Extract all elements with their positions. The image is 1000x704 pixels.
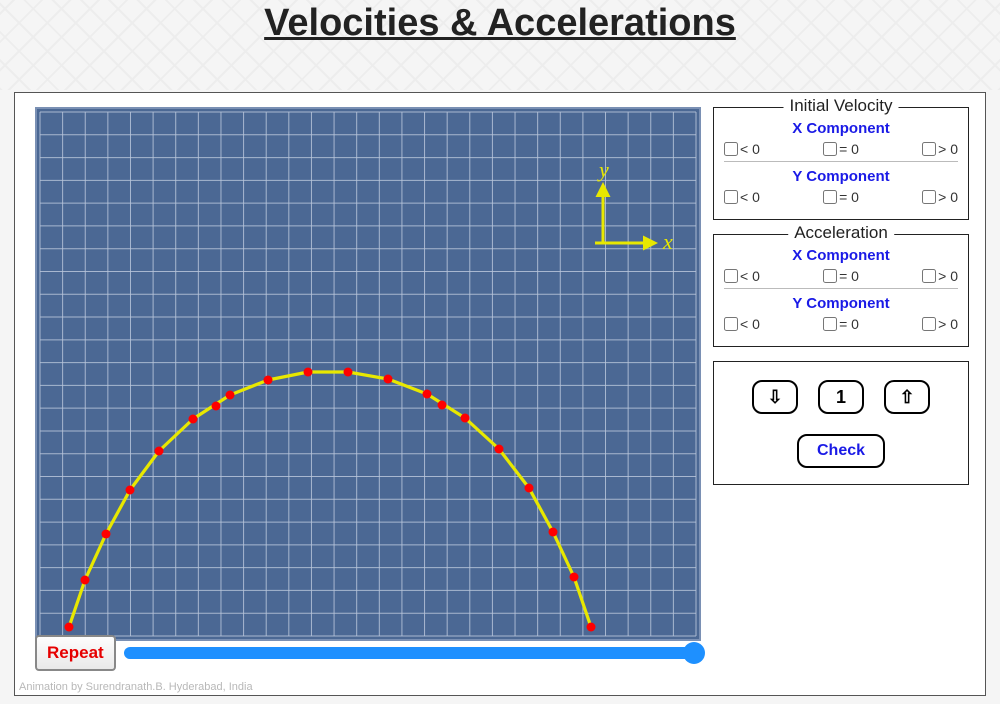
group-legend: Initial Velocity [784, 96, 899, 116]
opt-ac-x-eq[interactable]: = 0 [823, 268, 859, 284]
group-buttons: ⇩ 1 ⇧ Check [713, 361, 969, 485]
down-button[interactable]: ⇩ [752, 380, 798, 414]
checkbox-iv-y-eq[interactable] [823, 190, 837, 204]
row-iv-x: < 0 = 0 > 0 [724, 141, 958, 162]
checkbox-ac-x-eq[interactable] [823, 269, 837, 283]
opt-iv-y-lt[interactable]: < 0 [724, 189, 760, 205]
checkbox-iv-y-gt[interactable] [922, 190, 936, 204]
checkbox-ac-x-lt[interactable] [724, 269, 738, 283]
controls-column: Initial Velocity X Component < 0 = 0 > 0… [713, 107, 969, 485]
bottom-row: Repeat [35, 635, 701, 671]
opt-iv-x-gt[interactable]: > 0 [922, 141, 958, 157]
opt-iv-y-gt[interactable]: > 0 [922, 189, 958, 205]
opt-label: < 0 [740, 189, 760, 205]
opt-label: > 0 [938, 141, 958, 157]
credit-text: Animation by Surendranath.B. Hyderabad, … [19, 681, 253, 693]
label-iv-x: X Component [724, 120, 958, 137]
opt-ac-x-lt[interactable]: < 0 [724, 268, 760, 284]
slider-thumb[interactable] [683, 642, 705, 664]
svg-text:y: y [597, 157, 609, 182]
checkbox-ac-y-eq[interactable] [823, 317, 837, 331]
opt-label: < 0 [740, 141, 760, 157]
up-button[interactable]: ⇧ [884, 380, 930, 414]
checkbox-iv-y-lt[interactable] [724, 190, 738, 204]
slider-track [124, 647, 697, 659]
opt-ac-y-gt[interactable]: > 0 [922, 316, 958, 332]
checkbox-iv-x-gt[interactable] [922, 142, 936, 156]
opt-label: > 0 [938, 268, 958, 284]
main-panel: xy Initial Velocity X Component < 0 = 0 … [14, 92, 986, 696]
checkbox-ac-y-gt[interactable] [922, 317, 936, 331]
opt-ac-y-lt[interactable]: < 0 [724, 316, 760, 332]
arrow-down-icon: ⇩ [767, 387, 782, 408]
progress-slider[interactable] [124, 645, 701, 661]
group-initial-velocity: Initial Velocity X Component < 0 = 0 > 0… [713, 107, 969, 220]
opt-label: > 0 [938, 316, 958, 332]
checkbox-iv-x-eq[interactable] [823, 142, 837, 156]
row-iv-y: < 0 = 0 > 0 [724, 189, 958, 209]
opt-label: < 0 [740, 316, 760, 332]
label-ac-y: Y Component [724, 295, 958, 312]
checkbox-ac-y-lt[interactable] [724, 317, 738, 331]
opt-label: > 0 [938, 189, 958, 205]
opt-label: = 0 [839, 189, 859, 205]
repeat-button[interactable]: Repeat [35, 635, 116, 671]
row-ac-y: < 0 = 0 > 0 [724, 316, 958, 336]
label-iv-y: Y Component [724, 168, 958, 185]
opt-ac-x-gt[interactable]: > 0 [922, 268, 958, 284]
svg-text:x: x [662, 229, 673, 254]
check-button[interactable]: Check [797, 434, 885, 468]
opt-iv-x-lt[interactable]: < 0 [724, 141, 760, 157]
opt-ac-y-eq[interactable]: = 0 [823, 316, 859, 332]
opt-iv-y-eq[interactable]: = 0 [823, 189, 859, 205]
row-ac-x: < 0 = 0 > 0 [724, 268, 958, 289]
page-title: Velocities & Accelerations [0, 0, 1000, 45]
arrow-up-icon: ⇧ [899, 387, 914, 408]
checkbox-iv-x-lt[interactable] [724, 142, 738, 156]
opt-label: = 0 [839, 268, 859, 284]
checkbox-ac-x-gt[interactable] [922, 269, 936, 283]
label-ac-x: X Component [724, 247, 958, 264]
opt-label: = 0 [839, 316, 859, 332]
opt-label: = 0 [839, 141, 859, 157]
opt-label: < 0 [740, 268, 760, 284]
stepper-row: ⇩ 1 ⇧ [724, 380, 958, 414]
group-acceleration: Acceleration X Component < 0 = 0 > 0 Y C… [713, 234, 969, 347]
simulation-stage: xy [35, 107, 701, 641]
group-legend: Acceleration [788, 223, 894, 243]
value-display[interactable]: 1 [818, 380, 864, 414]
opt-iv-x-eq[interactable]: = 0 [823, 141, 859, 157]
